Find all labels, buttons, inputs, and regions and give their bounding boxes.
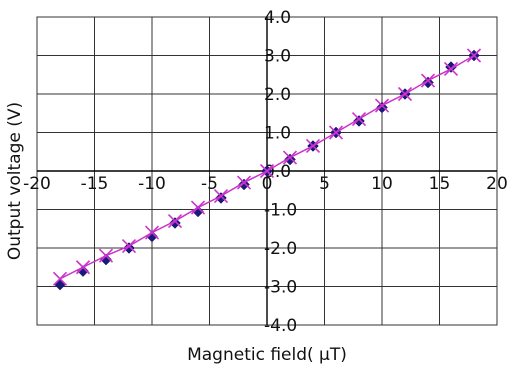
data-point-x <box>213 188 229 204</box>
x-tick-label: -5 <box>201 174 218 194</box>
data-point-x-stroke <box>282 150 298 165</box>
x-tick-label: 10 <box>371 174 393 194</box>
data-point-x-stroke <box>52 271 68 286</box>
x-tick-label: 20 <box>486 174 508 194</box>
data-point-x <box>397 86 413 102</box>
data-point-x <box>282 150 298 165</box>
data-point-x <box>466 48 482 63</box>
data-point-x-stroke <box>305 138 321 154</box>
y-tick-label: 4.0 <box>264 8 291 28</box>
x-tick-label: 5 <box>319 174 330 194</box>
data-point-x-stroke <box>259 163 275 179</box>
data-point-x-stroke <box>443 61 459 77</box>
data-point-x <box>121 239 137 254</box>
data-point-x <box>167 213 183 229</box>
data-point-x <box>52 271 68 286</box>
data-point-x-stroke <box>190 200 206 215</box>
series-2 <box>52 48 482 286</box>
data-point-x <box>98 248 114 263</box>
data-point-x <box>75 260 91 275</box>
x-tick-label: -20 <box>23 174 51 194</box>
y-tick-label: -2.0 <box>264 239 297 259</box>
data-point-x <box>328 125 344 140</box>
x-axis-title: Magnetic field( μT) <box>187 345 347 365</box>
data-point-x-stroke <box>98 248 114 263</box>
data-point-x-stroke <box>121 239 137 254</box>
data-point-x-stroke <box>75 260 91 275</box>
series-layer <box>52 48 482 291</box>
data-point-x-stroke <box>144 225 160 240</box>
data-point-x <box>374 98 390 113</box>
y-tick-label: -1.0 <box>264 201 297 221</box>
data-point-x-stroke <box>466 48 482 63</box>
data-point-x <box>305 138 321 154</box>
x-tick-label: 0 <box>262 174 273 194</box>
data-point-x <box>144 225 160 240</box>
data-point-x-stroke <box>213 188 229 204</box>
data-point-x-stroke <box>374 98 390 113</box>
data-point-x <box>443 61 459 77</box>
y-tick-label: -3.0 <box>264 278 297 298</box>
y-tick-label: -4.0 <box>264 316 297 336</box>
data-point-x-stroke <box>420 73 436 88</box>
data-point-x <box>236 175 252 190</box>
data-point-x <box>351 111 367 127</box>
data-point-x <box>259 163 275 179</box>
data-point-x-stroke <box>167 213 183 229</box>
y-tick-label: 2.0 <box>264 85 291 105</box>
data-point-x-stroke <box>236 175 252 190</box>
x-tick-label: -15 <box>81 174 109 194</box>
y-axis-title: Output voltage (V) <box>5 102 25 260</box>
x-tick-label: 15 <box>429 174 451 194</box>
y-tick-label: 3.0 <box>264 47 291 67</box>
data-point-x-stroke <box>328 125 344 140</box>
data-point-diamond <box>54 278 66 291</box>
data-point-x <box>190 200 206 215</box>
data-point-x <box>420 73 436 88</box>
data-point-x-stroke <box>351 111 367 127</box>
y-tick-label: 1.0 <box>264 124 291 144</box>
data-point-x-stroke <box>397 86 413 102</box>
x-tick-label: -10 <box>138 174 166 194</box>
